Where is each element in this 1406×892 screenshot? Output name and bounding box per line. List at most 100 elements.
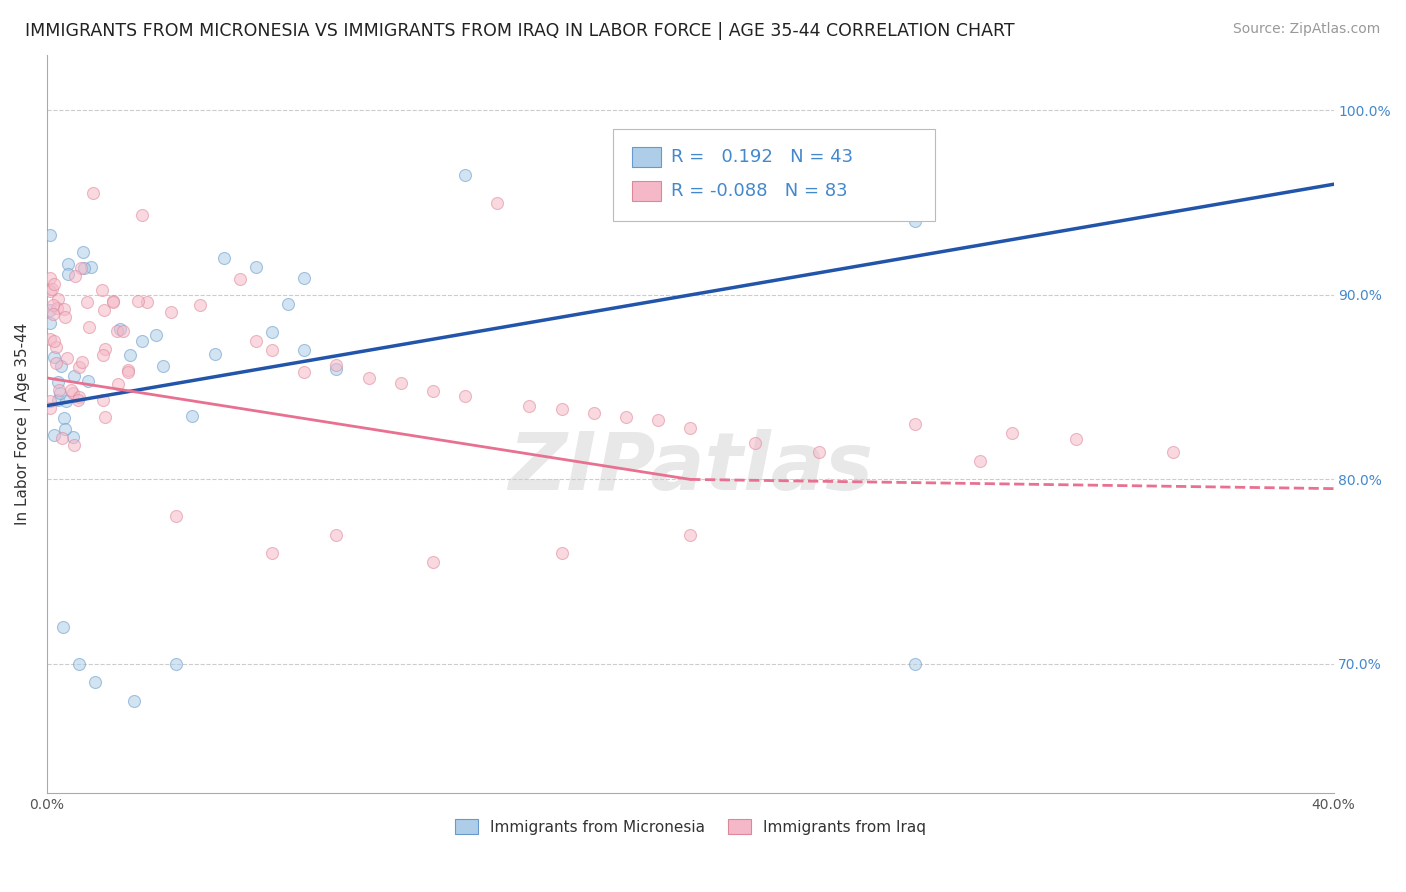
Point	[39, 316, 62, 330]
Point	[42, 427, 65, 442]
Point	[62, 430, 84, 444]
Point	[550, 546, 572, 560]
Point	[48, 383, 70, 397]
Point	[82, 186, 104, 200]
Point	[59, 383, 82, 397]
Point	[46, 292, 69, 306]
Point	[262, 325, 284, 339]
Point	[108, 322, 131, 336]
Point	[245, 260, 267, 275]
Point	[67, 657, 90, 671]
Point	[325, 358, 347, 372]
Y-axis label: In Labor Force | Age 35-44: In Labor Force | Age 35-44	[15, 323, 31, 525]
Point	[45, 340, 67, 354]
Text: R = -0.088   N = 83: R = -0.088 N = 83	[671, 182, 848, 200]
Point	[101, 295, 124, 310]
Point	[647, 413, 669, 427]
Text: ZIPatlas: ZIPatlas	[508, 429, 873, 508]
Point	[42, 307, 65, 321]
Point	[550, 402, 572, 417]
Point	[1161, 444, 1184, 458]
Point	[70, 355, 93, 369]
Point	[112, 324, 135, 338]
Point	[70, 260, 93, 275]
Point	[165, 657, 187, 671]
Point	[49, 385, 72, 400]
Point	[39, 401, 62, 415]
Point	[160, 305, 183, 319]
Point	[67, 390, 90, 404]
Point	[422, 384, 444, 398]
Point	[118, 348, 141, 362]
Point	[107, 324, 129, 338]
Point	[389, 376, 412, 391]
Point	[127, 294, 149, 309]
Point	[614, 409, 637, 424]
Point	[519, 399, 541, 413]
Point	[94, 409, 117, 424]
Point	[41, 281, 63, 295]
Point	[117, 365, 139, 379]
Point	[91, 348, 114, 362]
Point	[152, 359, 174, 374]
Point	[53, 310, 76, 324]
Point	[904, 657, 927, 671]
Point	[55, 394, 77, 409]
Point	[73, 260, 96, 275]
Point	[131, 334, 153, 348]
Point	[91, 392, 114, 407]
Legend: Immigrants from Micronesia, Immigrants from Iraq: Immigrants from Micronesia, Immigrants f…	[449, 813, 932, 840]
Bar	[633, 180, 661, 202]
Point	[486, 195, 509, 210]
Point	[325, 361, 347, 376]
Point	[53, 421, 76, 435]
Point	[41, 298, 63, 312]
Point	[679, 421, 702, 435]
Point	[262, 343, 284, 358]
Point	[107, 376, 129, 391]
Point	[52, 411, 75, 425]
Point	[1064, 432, 1087, 446]
Point	[42, 277, 65, 291]
Point	[79, 319, 101, 334]
Point	[62, 386, 84, 401]
Point	[39, 270, 62, 285]
Point	[46, 301, 69, 315]
Point	[56, 351, 79, 366]
Point	[145, 327, 167, 342]
Point	[454, 389, 477, 403]
Point	[52, 620, 75, 634]
Point	[90, 283, 112, 297]
Point	[229, 272, 252, 286]
Point	[67, 360, 90, 375]
Point	[679, 168, 702, 182]
Point	[39, 393, 62, 408]
Point	[79, 260, 101, 275]
Point	[63, 368, 86, 383]
Point	[204, 347, 226, 361]
Point	[94, 343, 117, 357]
Point	[39, 228, 62, 243]
Point	[357, 371, 380, 385]
Point	[292, 271, 315, 285]
Bar	[633, 146, 661, 168]
Point	[53, 302, 76, 317]
Point	[292, 366, 315, 380]
Point	[45, 356, 67, 370]
Point	[42, 350, 65, 364]
Point	[48, 392, 70, 407]
Text: R =   0.192   N = 43: R = 0.192 N = 43	[671, 148, 853, 166]
Point	[744, 435, 766, 450]
Point	[56, 268, 79, 282]
Point	[422, 556, 444, 570]
Point	[39, 284, 62, 298]
Point	[39, 302, 62, 317]
Point	[165, 509, 187, 524]
Text: Source: ZipAtlas.com: Source: ZipAtlas.com	[1233, 22, 1381, 37]
Point	[77, 375, 100, 389]
Point	[180, 409, 202, 423]
Point	[292, 343, 315, 358]
Point	[117, 363, 139, 377]
Point	[63, 438, 86, 452]
Point	[76, 295, 98, 310]
